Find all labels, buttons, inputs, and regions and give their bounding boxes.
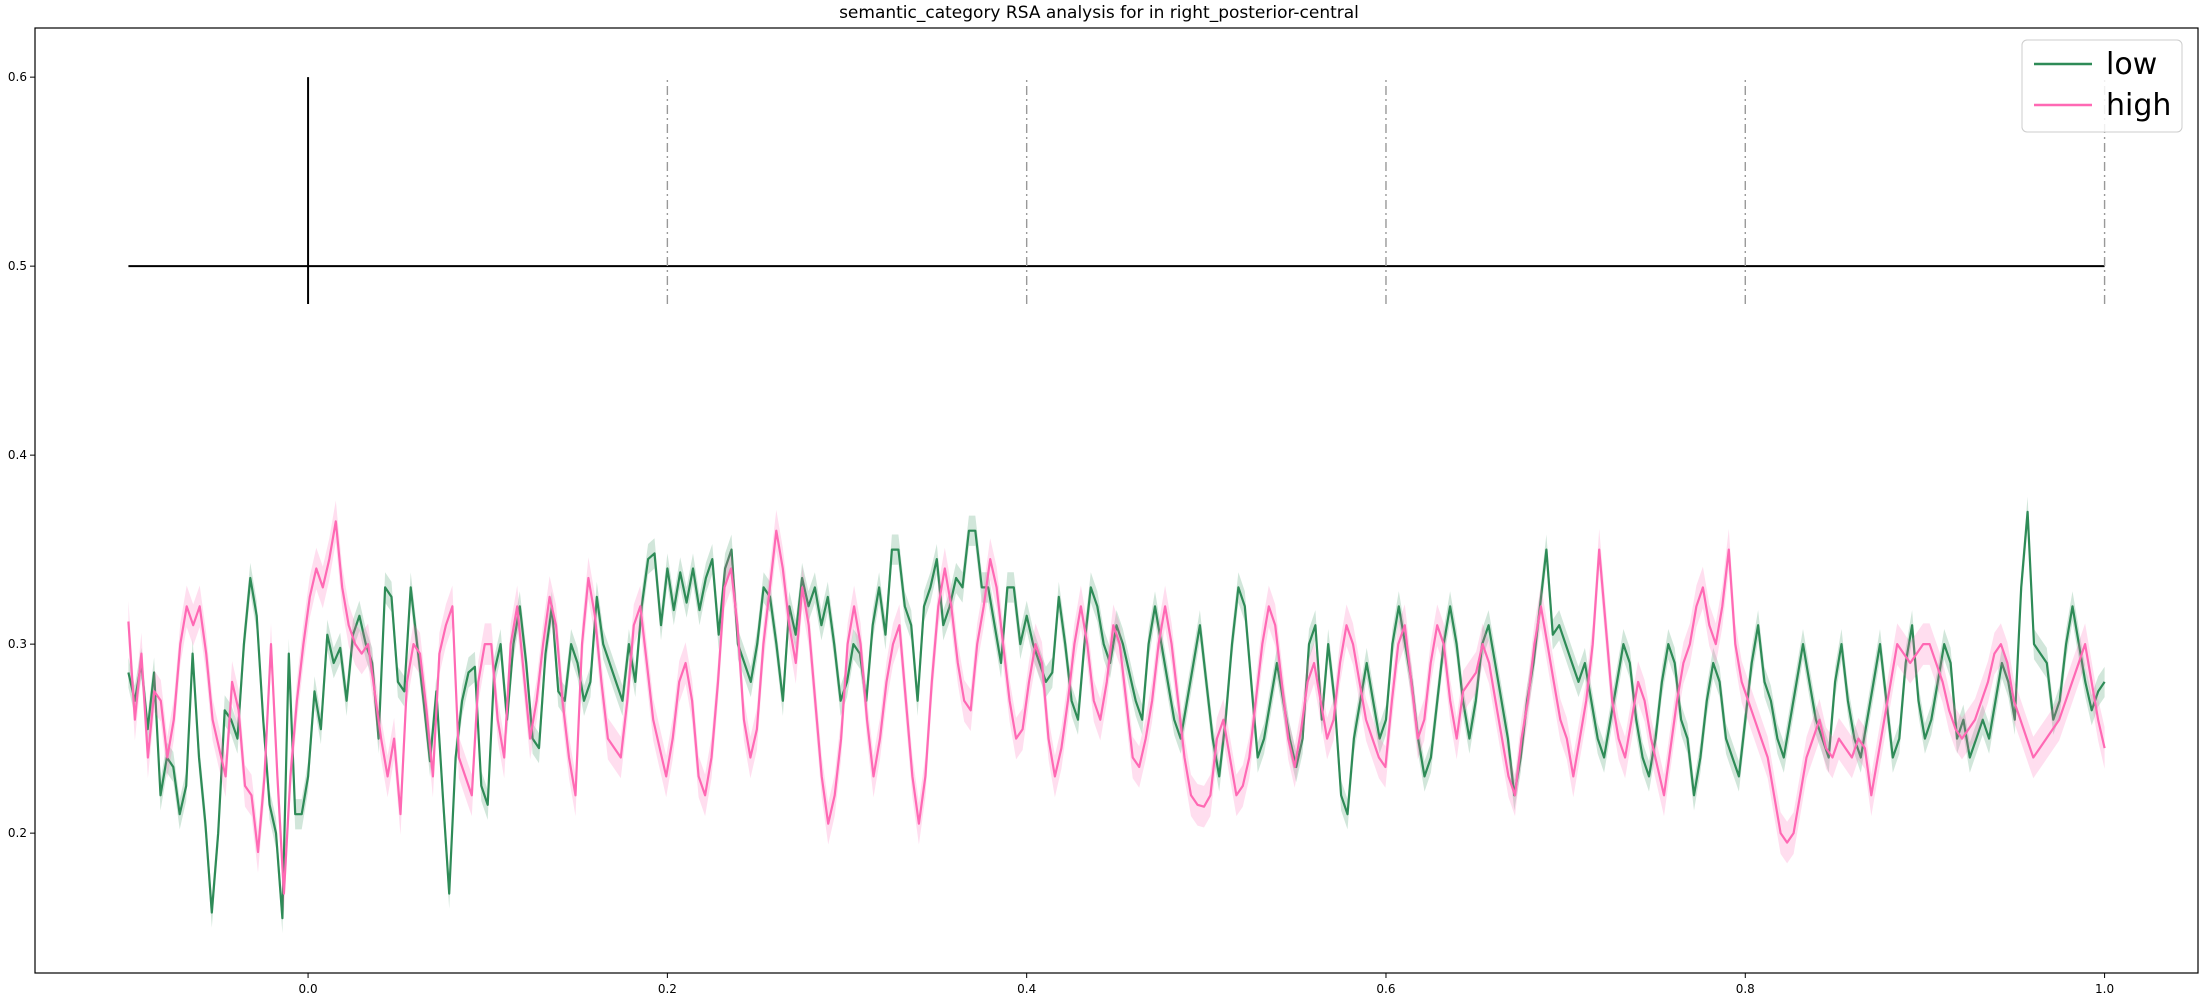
legend: low high — [2021, 39, 2183, 133]
plot-content — [127, 77, 2106, 934]
y-axis: 0.2 0.3 0.4 0.5 0.6 — [8, 70, 35, 840]
x-axis: 0.0 0.2 0.4 0.6 0.8 1.0 — [299, 973, 2114, 996]
series-line-high — [127, 520, 2106, 895]
legend-label-high: high — [2106, 88, 2171, 123]
y-tick-label: 0.3 — [8, 637, 27, 651]
plot-frame — [34, 27, 2199, 974]
x-tick-label: 0.2 — [658, 982, 677, 996]
series-band-high — [128, 500, 2105, 915]
x-tick-label: 0.6 — [1376, 982, 1395, 996]
x-tick-label: 0.8 — [1736, 982, 1755, 996]
x-tick-label: 0.4 — [1017, 982, 1036, 996]
x-tick-label: 1.0 — [2095, 982, 2114, 996]
y-tick-label: 0.6 — [8, 70, 27, 84]
chart-title: semantic_category RSA analysis for in ri… — [839, 3, 1359, 23]
y-tick-label: 0.4 — [8, 448, 27, 462]
legend-label-low: low — [2106, 47, 2157, 82]
y-tick-label: 0.2 — [8, 826, 27, 840]
y-tick-label: 0.5 — [8, 259, 27, 273]
x-tick-label: 0.0 — [299, 982, 318, 996]
